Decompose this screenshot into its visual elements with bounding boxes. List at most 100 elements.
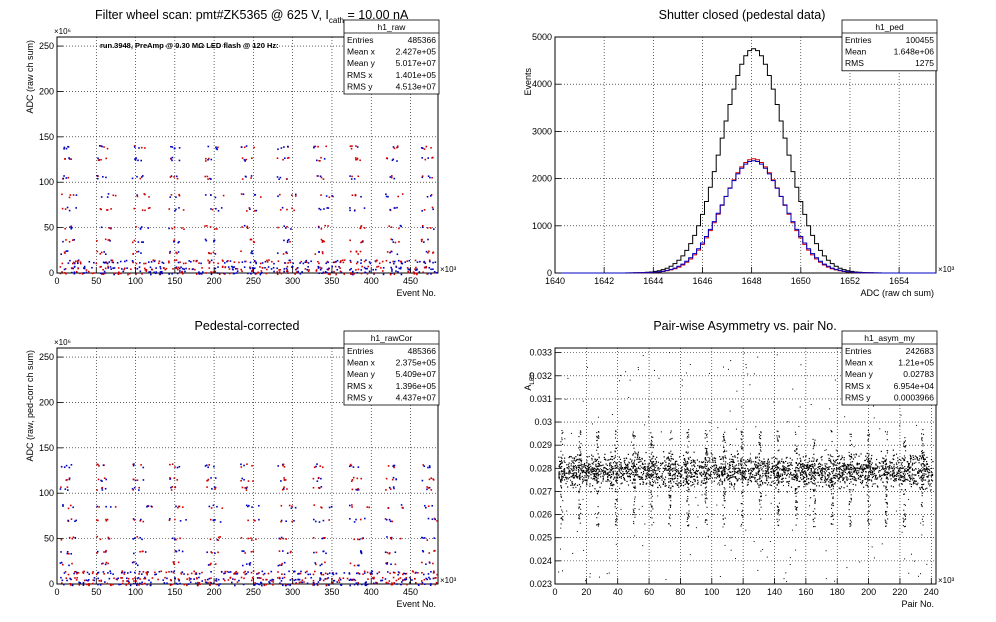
data-point bbox=[805, 475, 808, 477]
data-point bbox=[821, 473, 823, 475]
data-point bbox=[839, 472, 841, 474]
data-point bbox=[370, 573, 372, 576]
data-point bbox=[142, 241, 144, 243]
data-point bbox=[872, 467, 874, 470]
data-point bbox=[840, 468, 843, 471]
data-point bbox=[66, 206, 69, 209]
data-point bbox=[651, 524, 653, 526]
data-point bbox=[641, 476, 643, 479]
data-point bbox=[905, 470, 907, 472]
data-point bbox=[839, 488, 841, 490]
data-point bbox=[580, 469, 582, 471]
data-point bbox=[808, 473, 810, 475]
data-point bbox=[561, 429, 563, 432]
data-point bbox=[893, 454, 895, 456]
data-point bbox=[117, 273, 120, 276]
data-point bbox=[61, 271, 63, 273]
data-point bbox=[565, 472, 567, 474]
data-point bbox=[384, 578, 387, 580]
data-point bbox=[429, 176, 431, 179]
data-point bbox=[109, 584, 112, 587]
data-point bbox=[324, 270, 327, 273]
data-point bbox=[573, 465, 575, 468]
data-point bbox=[283, 477, 285, 479]
data-point bbox=[349, 209, 351, 212]
data-point bbox=[209, 177, 211, 180]
data-point bbox=[615, 507, 617, 510]
data-point bbox=[925, 469, 927, 471]
data-point bbox=[236, 581, 239, 583]
data-point bbox=[74, 577, 76, 579]
data-point bbox=[265, 272, 268, 275]
data-point bbox=[615, 462, 618, 464]
data-point bbox=[558, 464, 561, 466]
data-point bbox=[597, 465, 599, 467]
data-point bbox=[585, 464, 587, 467]
data-point bbox=[223, 579, 226, 582]
x-tick-label: 1654 bbox=[889, 276, 909, 286]
data-point bbox=[719, 458, 722, 460]
data-point bbox=[615, 433, 617, 435]
data-point bbox=[734, 472, 736, 474]
data-point bbox=[578, 476, 580, 478]
data-point bbox=[832, 483, 834, 485]
axes: 0 50 100 150 200 250 300 350 400 4500501001502002… bbox=[39, 41, 418, 286]
data-point bbox=[370, 571, 373, 574]
data-point bbox=[690, 476, 692, 478]
data-point bbox=[640, 472, 642, 474]
data-point bbox=[700, 461, 703, 463]
data-point bbox=[323, 537, 325, 539]
panel-corrected: Pedestal-corrected 0 50 100 150 200 250 300 350… bbox=[25, 319, 457, 609]
stats-row-label: Mean bbox=[845, 47, 867, 57]
data-point bbox=[718, 482, 720, 484]
data-point bbox=[390, 563, 392, 566]
data-point bbox=[904, 480, 906, 482]
data-point bbox=[856, 464, 858, 466]
data-point bbox=[786, 456, 788, 459]
data-point bbox=[721, 470, 723, 472]
data-point bbox=[381, 579, 384, 582]
data-point bbox=[321, 241, 324, 243]
data-point bbox=[780, 475, 782, 477]
data-point bbox=[846, 463, 849, 466]
data-point bbox=[388, 518, 391, 521]
data-point bbox=[304, 268, 307, 270]
data-point bbox=[204, 465, 207, 467]
data-point bbox=[124, 267, 126, 270]
data-point bbox=[355, 262, 358, 265]
data-point bbox=[828, 485, 830, 487]
data-point bbox=[568, 473, 570, 475]
data-point bbox=[766, 476, 768, 478]
data-point bbox=[409, 581, 411, 584]
data-point bbox=[709, 461, 711, 463]
data-point bbox=[836, 475, 838, 477]
data-point bbox=[866, 466, 868, 468]
data-point bbox=[889, 462, 891, 464]
data-point bbox=[694, 471, 696, 474]
data-point bbox=[755, 474, 758, 476]
data-point bbox=[805, 472, 807, 474]
data-point bbox=[780, 460, 783, 462]
data-point bbox=[795, 469, 797, 471]
data-point bbox=[399, 577, 402, 579]
data-point bbox=[408, 268, 411, 271]
data-point bbox=[655, 476, 658, 478]
data-point bbox=[105, 262, 108, 264]
data-point bbox=[862, 466, 864, 468]
data-point bbox=[580, 453, 582, 455]
data-point bbox=[810, 481, 812, 483]
data-point bbox=[682, 454, 685, 457]
data-point bbox=[209, 563, 211, 566]
data-point bbox=[108, 577, 111, 580]
data-point bbox=[283, 465, 286, 468]
data-point bbox=[600, 472, 602, 474]
data-point bbox=[355, 145, 357, 147]
data-point bbox=[105, 157, 108, 160]
data-point bbox=[290, 228, 292, 230]
data-point bbox=[775, 474, 778, 476]
data-point bbox=[654, 471, 656, 473]
data-point bbox=[320, 573, 323, 576]
data-point bbox=[717, 469, 719, 471]
data-point bbox=[580, 431, 582, 433]
data-point bbox=[635, 469, 637, 471]
